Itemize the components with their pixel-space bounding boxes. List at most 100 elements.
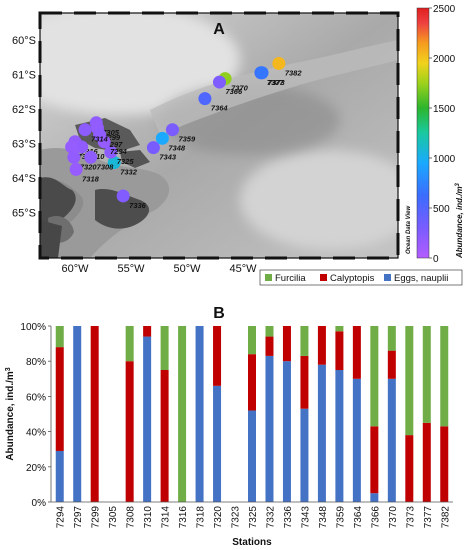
lat-tick-label: 64°S — [12, 173, 36, 185]
panel-a-map: 60°S 61°S 62°S 63°S 64°S 65°S 60°W 55°W 50°W 45°… — [12, 4, 464, 275]
colorbar-tick-labels: 0 500 1000 1500 2000 2500 — [429, 4, 456, 265]
bar-segment — [387, 378, 396, 502]
legend: Furcilia Calyptopis Eggs, nauplii — [259, 269, 463, 286]
station-marker — [65, 140, 79, 154]
station-label: 7332 — [120, 167, 138, 176]
x-tick-label: 7316 — [178, 506, 189, 529]
station-label: 7364 — [211, 104, 229, 113]
bar-segment — [440, 326, 449, 427]
lat-tick-label: 60°S — [12, 35, 36, 47]
x-axis-tick-labels: 7294 7297 7299 7305 7308 7310 7314 7316 7318 7320… — [56, 506, 452, 529]
bar-segment — [90, 326, 99, 502]
station-label: 7325 — [117, 157, 135, 166]
x-tick-label: 7310 — [143, 506, 154, 529]
bar-segment — [265, 326, 274, 337]
station-marker — [67, 150, 81, 164]
y-tick-label: 80% — [26, 357, 46, 368]
colorbar-title-superscript: 3 — [455, 182, 461, 186]
station-marker — [272, 56, 286, 70]
legend-box — [259, 269, 463, 286]
station-label: 7297 — [106, 140, 124, 149]
x-tick-label: 7364 — [353, 506, 364, 529]
colorbar-tick-label: 0 — [433, 254, 439, 265]
lon-tick-label: 50°W — [173, 263, 201, 275]
x-tick-label: 7299 — [91, 506, 102, 529]
bar-segment — [55, 326, 64, 348]
bar-segment — [405, 326, 414, 436]
colorbar-tick-label: 1500 — [433, 104, 456, 115]
station-marker — [107, 155, 121, 169]
bar-segment — [143, 336, 152, 502]
x-tick-label: 7348 — [318, 506, 329, 529]
station-marker — [198, 92, 212, 106]
station-marker — [75, 140, 89, 154]
bar-segment — [178, 326, 187, 502]
bar-segment — [405, 435, 414, 502]
lon-tick-label: 45°W — [229, 263, 257, 275]
lat-tick-label: 65°S — [12, 208, 36, 220]
legend-swatch — [384, 274, 391, 281]
longitude-tick-labels: 60°W 55°W 50°W 45°W — [61, 263, 257, 275]
colorbar-tick-label: 1000 — [433, 154, 456, 165]
y-axis-title-superscript: 3 — [5, 367, 12, 371]
bar-segment — [300, 355, 309, 409]
bar-segment — [195, 326, 204, 502]
x-tick-label: 7305 — [108, 506, 119, 529]
legend-items: Furcilia Calyptopis Eggs, nauplii — [265, 273, 448, 284]
station-marker — [104, 145, 118, 159]
bar-segment — [300, 326, 309, 356]
colorbar: 0 500 1000 1500 2000 2500 Abundance, ind./m3 — [416, 4, 464, 265]
bar-segment — [265, 355, 274, 502]
colorbar-title-text: Abundance, ind./m — [455, 186, 464, 259]
bar-segment — [422, 326, 431, 423]
bar-segment — [213, 385, 222, 502]
legend-swatch — [265, 274, 272, 281]
bar-segment — [160, 326, 169, 370]
station-marker — [155, 131, 169, 145]
legend-swatch — [320, 274, 327, 281]
station-marker — [97, 135, 111, 149]
panel-a-label: A — [213, 21, 225, 38]
x-tick-label: 7318 — [196, 506, 207, 529]
bar-segment — [143, 326, 152, 337]
latitude-tick-labels: 60°S 61°S 62°S 63°S 64°S 65°S — [12, 35, 36, 220]
bar-segment — [125, 361, 134, 502]
station-label: 7320 — [80, 162, 98, 171]
bar-segment — [370, 493, 379, 502]
lon-tick-label: 60°W — [61, 263, 89, 275]
station-marker — [78, 123, 92, 137]
station-label: 7343 — [159, 153, 177, 162]
bar-segment — [125, 326, 134, 362]
station-label: 7359 — [178, 135, 196, 144]
bar-segment — [248, 326, 256, 355]
station-label: 7382 — [285, 68, 303, 77]
bar-segment — [300, 408, 309, 502]
station-label: 7299 — [103, 133, 121, 142]
lat-tick-label: 63°S — [12, 139, 36, 151]
station-marker — [255, 66, 269, 80]
panel-b-label: B — [213, 305, 225, 322]
x-tick-label: 7294 — [56, 506, 67, 529]
legend-label: Furcilia — [275, 273, 306, 284]
x-tick-label: 7308 — [126, 506, 137, 529]
station-marker — [69, 162, 83, 176]
colorbar-tick-label: 2500 — [433, 4, 456, 15]
station-label: 7370 — [231, 84, 249, 93]
y-tick-label: 20% — [26, 463, 46, 474]
colorbar-tick-label: 500 — [433, 204, 450, 215]
bar-segment — [387, 326, 396, 351]
x-tick-label: 7297 — [73, 506, 84, 529]
lat-tick-label: 62°S — [12, 104, 36, 116]
bar-segment — [335, 331, 344, 370]
station-marker — [116, 189, 130, 203]
x-tick-label: 7377 — [423, 506, 434, 529]
station-label: 7318 — [82, 174, 100, 183]
y-tick-label: 0% — [32, 498, 47, 509]
bar-segment — [370, 426, 379, 494]
lon-tick-label: 55°W — [117, 263, 145, 275]
bar-segment — [335, 370, 344, 502]
colorbar-title: Abundance, ind./m3 — [455, 182, 464, 259]
station-marker — [165, 123, 179, 137]
bathymetry-background — [40, 13, 398, 258]
